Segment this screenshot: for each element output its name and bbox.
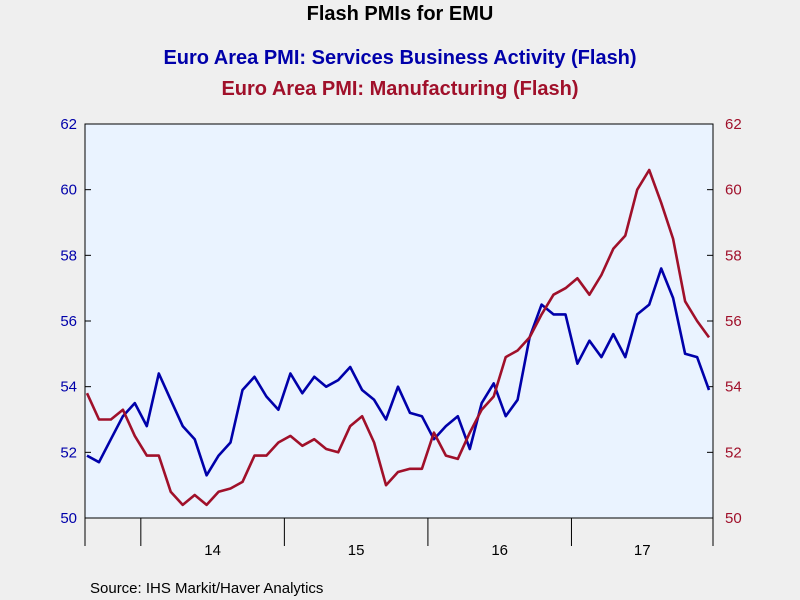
right-tick-label: 50 <box>725 510 742 527</box>
left-tick-label: 62 <box>60 116 77 133</box>
left-tick-label: 58 <box>60 247 77 264</box>
chart-title: Flash PMIs for EMU <box>307 3 494 25</box>
right-axis: 50 52 54 56 58 60 62 <box>707 116 742 527</box>
right-tick-label: 58 <box>725 247 742 264</box>
x-axis: 14 15 16 17 <box>84 518 714 559</box>
x-tick-label: 16 <box>491 542 508 559</box>
right-tick-label: 52 <box>725 444 742 461</box>
x-tick-label: 17 <box>634 542 651 559</box>
source-note: Source: IHS Markit/Haver Analytics <box>90 580 323 597</box>
right-tick-label: 60 <box>725 182 742 199</box>
right-tick-label: 62 <box>725 116 742 133</box>
right-tick-label: 54 <box>725 379 742 396</box>
left-tick-label: 52 <box>60 444 77 461</box>
left-tick-label: 56 <box>60 313 77 330</box>
left-axis: 50 52 54 56 58 60 62 <box>60 116 91 527</box>
legend-manufacturing: Euro Area PMI: Manufacturing (Flash) <box>221 78 578 100</box>
series-line-services <box>86 267 711 477</box>
x-tick-label: 15 <box>348 542 365 559</box>
left-tick-label: 60 <box>60 182 77 199</box>
legend-services: Euro Area PMI: Services Business Activit… <box>163 47 636 69</box>
right-tick-label: 56 <box>725 313 742 330</box>
x-tick-label: 14 <box>204 542 221 559</box>
series-lines <box>85 168 711 507</box>
left-tick-label: 54 <box>60 379 77 396</box>
series-line-manufacturing <box>85 168 711 507</box>
left-tick-label: 50 <box>60 510 77 527</box>
plot-area <box>84 123 714 519</box>
